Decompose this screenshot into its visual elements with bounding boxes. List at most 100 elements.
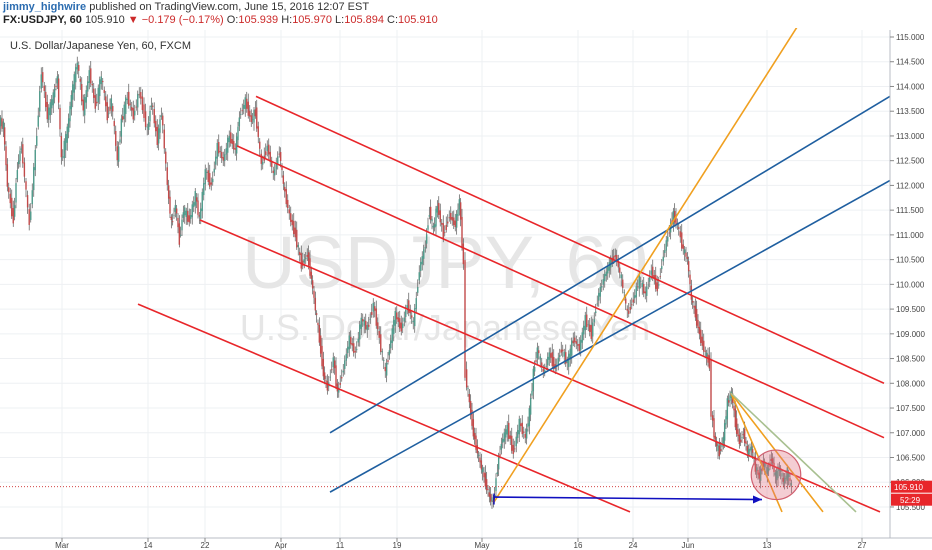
candle-body: [94, 95, 96, 109]
candle-body: [617, 260, 619, 268]
candle-body: [15, 183, 17, 203]
candle-body: [566, 360, 568, 363]
candle-body: [167, 185, 170, 199]
candle-body: [9, 193, 11, 204]
candle-body: [442, 223, 444, 240]
candle-body: [184, 207, 186, 216]
y-tick-label: 114.500: [896, 58, 925, 67]
candle-body: [120, 118, 123, 137]
candle-body: [568, 353, 570, 368]
candle-body: [213, 168, 215, 173]
candle-body: [713, 418, 715, 438]
candle-body: [421, 256, 423, 265]
candle-body: [517, 430, 519, 438]
candle-body: [291, 219, 293, 226]
candle-body: [93, 88, 95, 98]
candle-body: [175, 208, 178, 214]
candle-body: [693, 305, 695, 308]
candle-body: [315, 313, 318, 315]
candle-body: [274, 169, 276, 176]
candle-body: [738, 434, 741, 445]
candle-body: [271, 161, 273, 168]
candle-body: [535, 360, 537, 362]
candle-body: [681, 232, 683, 249]
candle-body: [541, 362, 543, 366]
candle-body: [743, 429, 746, 443]
x-tick-label: Mar: [55, 541, 69, 550]
candle-body: [571, 340, 573, 356]
x-tick-label: 19: [393, 541, 402, 550]
trendline-5: [329, 95, 891, 434]
candle-body: [39, 91, 41, 112]
candle-body: [496, 472, 499, 475]
candle-body: [215, 156, 217, 165]
candle-body: [400, 322, 402, 332]
candle-body: [521, 422, 523, 435]
candle-body: [322, 358, 325, 377]
candle-body: [103, 89, 105, 93]
candle-body: [607, 266, 609, 274]
candle-body: [774, 472, 777, 476]
candle-body: [586, 314, 588, 328]
candle-body: [259, 141, 261, 149]
candle-body: [686, 257, 689, 259]
x-tick-label: 14: [144, 541, 153, 550]
author-link[interactable]: jimmy_highwire: [3, 1, 87, 13]
candle-body: [193, 202, 195, 208]
candle-body: [550, 353, 552, 358]
candle-body: [344, 360, 346, 369]
candle-body: [393, 319, 395, 335]
candle-body: [512, 444, 514, 454]
x-tick-label: May: [474, 541, 489, 550]
price-axis: [890, 30, 932, 538]
candle-body: [228, 135, 230, 143]
candle-body: [288, 209, 290, 214]
candle-body: [701, 336, 703, 346]
candle-body: [290, 213, 292, 222]
candle-body: [590, 325, 592, 339]
candle-body: [200, 208, 202, 220]
y-tick-label: 111.500: [896, 206, 924, 215]
candle-body: [387, 360, 389, 362]
candle-body: [697, 319, 699, 328]
candle-body: [596, 303, 598, 305]
candle-body: [560, 349, 562, 353]
last-price-label: 105.910: [894, 483, 923, 492]
candle-body: [711, 415, 714, 421]
candle-body: [432, 225, 435, 228]
time-axis: [0, 538, 932, 550]
candle-body: [572, 340, 574, 344]
candle-body: [595, 311, 597, 313]
candle-body: [415, 298, 417, 309]
candle-body: [3, 127, 6, 145]
candle-body: [56, 76, 59, 84]
candle-body: [444, 232, 446, 234]
candle-body: [90, 68, 92, 84]
candle-body: [115, 130, 117, 146]
candle-body: [375, 308, 377, 326]
candle-body: [620, 274, 622, 279]
candle-body: [150, 105, 153, 107]
candle-body: [763, 461, 766, 467]
candle-body: [178, 223, 181, 245]
candle-body: [471, 409, 473, 426]
candle-body: [325, 380, 327, 382]
candle-body: [408, 300, 410, 313]
candle-body: [672, 211, 675, 225]
candle-body: [354, 351, 356, 353]
candle-body: [339, 382, 341, 385]
candle-body: [700, 329, 702, 343]
candle-body: [608, 262, 610, 271]
candle-body: [451, 217, 453, 221]
candle-body: [319, 335, 322, 354]
candle-body: [475, 435, 477, 450]
candle-body: [116, 146, 118, 161]
candle-body: [747, 448, 750, 455]
candle-body: [181, 219, 183, 231]
price-chart[interactable]: USDJPY, 60U.S. Dollar/Japanese Yen115.00…: [0, 28, 932, 550]
candle-body: [105, 96, 107, 107]
candle-body: [265, 151, 267, 156]
y-tick-label: 113.000: [896, 132, 925, 141]
candle-body: [770, 458, 773, 462]
candle-body: [109, 106, 111, 111]
